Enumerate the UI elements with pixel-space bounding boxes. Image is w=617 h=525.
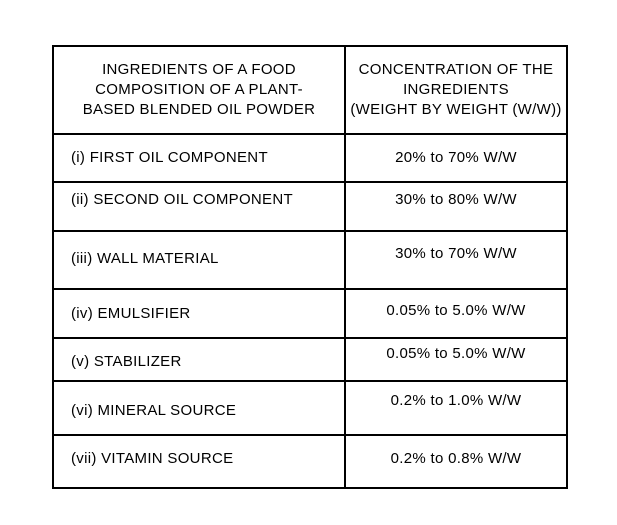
table-row: (v) STABILIZER 0.05% to 5.0% W/W bbox=[54, 339, 566, 382]
ingredient-cell: (vi) MINERAL SOURCE bbox=[54, 382, 346, 434]
table-row: (vii) VITAMIN SOURCE 0.2% to 0.8% W/W bbox=[54, 436, 566, 487]
header-ingredients-cell: INGREDIENTS OF A FOOD COMPOSITION OF A P… bbox=[54, 47, 346, 133]
table-row: (iii) WALL MATERIAL 30% to 70% W/W bbox=[54, 232, 566, 290]
concentration-cell: 30% to 70% W/W bbox=[346, 232, 566, 288]
ingredient-label: (ii) SECOND OIL COMPONENT bbox=[71, 190, 293, 208]
ingredient-label: (v) STABILIZER bbox=[71, 352, 182, 370]
ingredient-cell: (v) STABILIZER bbox=[54, 339, 346, 380]
concentration-cell: 0.2% to 1.0% W/W bbox=[346, 382, 566, 434]
concentration-value: 0.05% to 5.0% W/W bbox=[386, 301, 526, 319]
header-concentration-label: CONCENTRATION OF THE INGREDIENTS (WEIGHT… bbox=[350, 61, 562, 118]
ingredient-cell: (ii) SECOND OIL COMPONENT bbox=[54, 183, 346, 230]
header-concentration-cell: CONCENTRATION OF THE INGREDIENTS (WEIGHT… bbox=[346, 47, 566, 133]
ingredient-label: (vi) MINERAL SOURCE bbox=[71, 402, 237, 419]
concentration-value: 0.2% to 1.0% W/W bbox=[390, 392, 522, 409]
ingredients-table: INGREDIENTS OF A FOOD COMPOSITION OF A P… bbox=[52, 45, 568, 489]
ingredient-label: (vii) VITAMIN SOURCE bbox=[71, 449, 234, 467]
concentration-value: 0.05% to 5.0% W/W bbox=[386, 344, 526, 362]
concentration-cell: 0.05% to 5.0% W/W bbox=[346, 290, 566, 337]
ingredient-label: (i) FIRST OIL COMPONENT bbox=[71, 149, 268, 166]
concentration-value: 0.2% to 0.8% W/W bbox=[390, 449, 522, 467]
concentration-value: 30% to 80% W/W bbox=[395, 190, 517, 208]
ingredient-label: (iv) EMULSIFIER bbox=[71, 304, 191, 322]
ingredient-cell: (vii) VITAMIN SOURCE bbox=[54, 436, 346, 487]
table-row: (vi) MINERAL SOURCE 0.2% to 1.0% W/W bbox=[54, 382, 566, 436]
ingredient-cell: (iii) WALL MATERIAL bbox=[54, 232, 346, 288]
ingredient-cell: (iv) EMULSIFIER bbox=[54, 290, 346, 337]
concentration-value: 30% to 70% W/W bbox=[395, 245, 517, 262]
table-header-row: INGREDIENTS OF A FOOD COMPOSITION OF A P… bbox=[54, 47, 566, 135]
ingredient-cell: (i) FIRST OIL COMPONENT bbox=[54, 135, 346, 181]
concentration-cell: 0.05% to 5.0% W/W bbox=[346, 339, 566, 380]
header-ingredients-label: INGREDIENTS OF A FOOD COMPOSITION OF A P… bbox=[82, 61, 316, 118]
table-row: (iv) EMULSIFIER 0.05% to 5.0% W/W bbox=[54, 290, 566, 339]
concentration-cell: 0.2% to 0.8% W/W bbox=[346, 436, 566, 487]
table-row: (ii) SECOND OIL COMPONENT 30% to 80% W/W bbox=[54, 183, 566, 232]
table-row: (i) FIRST OIL COMPONENT 20% to 70% W/W bbox=[54, 135, 566, 183]
concentration-cell: 20% to 70% W/W bbox=[346, 135, 566, 181]
ingredient-label: (iii) WALL MATERIAL bbox=[71, 250, 219, 267]
concentration-cell: 30% to 80% W/W bbox=[346, 183, 566, 230]
concentration-value: 20% to 70% W/W bbox=[395, 149, 517, 166]
